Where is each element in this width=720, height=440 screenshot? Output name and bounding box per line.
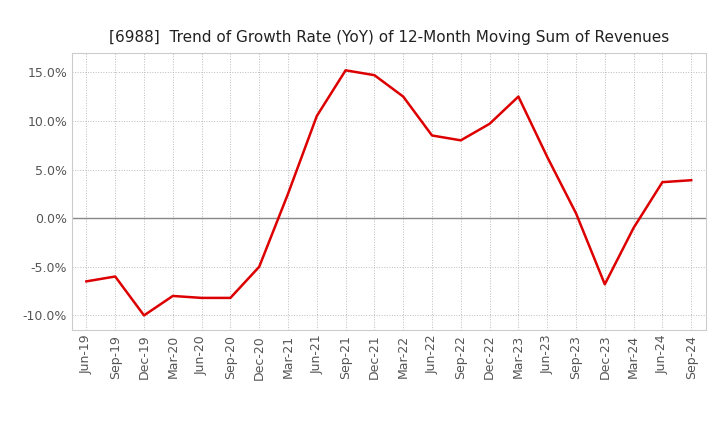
Title: [6988]  Trend of Growth Rate (YoY) of 12-Month Moving Sum of Revenues: [6988] Trend of Growth Rate (YoY) of 12-… (109, 29, 669, 45)
